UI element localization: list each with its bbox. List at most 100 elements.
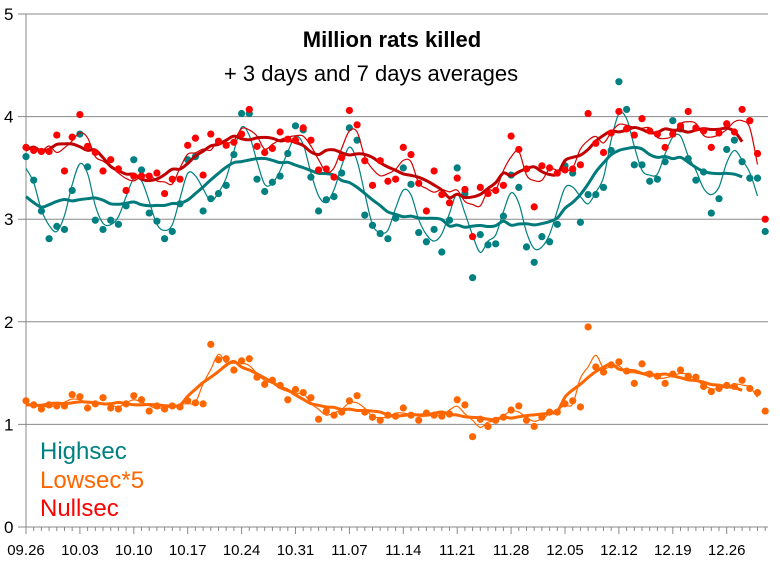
legend-lowsec: Lowsec*5	[40, 467, 144, 494]
data-point	[484, 241, 492, 249]
data-point	[376, 157, 384, 165]
series-lowsec	[22, 323, 769, 441]
data-point	[576, 218, 585, 226]
data-point	[22, 143, 30, 151]
data-point	[238, 357, 246, 365]
data-point	[214, 189, 223, 198]
data-point	[623, 105, 631, 114]
data-point	[715, 129, 723, 137]
data-point	[137, 166, 146, 174]
data-point	[638, 161, 646, 169]
data-point	[492, 416, 500, 424]
data-point	[53, 402, 61, 410]
data-point	[530, 422, 538, 431]
7-day-average-line	[25, 125, 744, 200]
data-point	[630, 379, 638, 387]
data-point	[522, 165, 531, 173]
data-point	[499, 212, 507, 220]
data-point	[499, 413, 507, 421]
data-point	[84, 404, 92, 412]
data-point	[168, 175, 176, 183]
data-point	[553, 169, 561, 177]
data-point	[145, 407, 153, 415]
data-point	[145, 209, 153, 217]
data-point	[753, 174, 762, 182]
data-point	[376, 229, 384, 238]
data-point	[130, 172, 138, 180]
data-point	[22, 397, 30, 405]
data-point	[730, 128, 739, 136]
data-point	[553, 220, 561, 228]
data-point	[230, 150, 238, 159]
data-point	[130, 156, 138, 164]
series-highsec	[22, 78, 769, 282]
data-point	[114, 165, 122, 173]
data-point	[338, 154, 346, 162]
data-point	[91, 400, 99, 408]
data-point	[469, 274, 477, 282]
data-point	[99, 225, 107, 234]
data-point	[361, 408, 369, 416]
data-point	[322, 165, 330, 173]
data-point	[114, 405, 122, 413]
data-point	[676, 122, 685, 130]
data-point	[515, 145, 523, 154]
chart-title: Million rats killed	[303, 27, 481, 52]
data-point	[322, 407, 330, 415]
data-point	[753, 149, 762, 158]
data-point	[561, 400, 569, 408]
data-point	[361, 157, 369, 165]
data-point	[546, 238, 554, 246]
data-point	[361, 211, 369, 219]
x-tick-label: 10.31	[277, 542, 315, 559]
7-day-average-line	[25, 145, 743, 229]
data-point	[730, 136, 739, 144]
data-point	[137, 172, 146, 180]
data-point	[607, 146, 615, 155]
data-point	[176, 175, 184, 183]
data-point	[661, 379, 669, 387]
data-point	[692, 373, 700, 381]
data-point	[291, 136, 300, 144]
data-point	[684, 155, 692, 163]
data-point	[422, 207, 430, 215]
y-tick-label: 0	[4, 518, 13, 537]
data-point	[392, 214, 400, 222]
data-point	[76, 110, 84, 119]
axes: 0 1 2 3 4 5 09.26 10.03 10.10 10.17 10.24 10.31 11.0…	[4, 5, 768, 559]
y-tick-label: 1	[4, 415, 13, 434]
data-point	[599, 148, 608, 157]
data-point	[261, 148, 269, 157]
data-point	[646, 370, 654, 378]
x-tick-label: 12.26	[708, 542, 746, 559]
data-point	[407, 180, 415, 188]
data-point	[345, 397, 353, 405]
data-point	[153, 169, 161, 177]
x-tick-label: 12.19	[654, 542, 692, 559]
data-point	[191, 134, 199, 142]
data-point	[276, 128, 284, 136]
x-tick-label: 10.17	[169, 542, 207, 559]
data-point	[445, 216, 454, 224]
data-point	[615, 78, 623, 86]
data-point	[30, 146, 38, 155]
data-point	[438, 190, 446, 199]
data-point	[499, 181, 507, 189]
data-point	[37, 207, 46, 215]
data-point	[484, 422, 492, 431]
data-point	[422, 409, 430, 417]
data-point	[530, 203, 538, 211]
data-point	[576, 161, 585, 169]
data-point	[307, 136, 315, 144]
data-point	[684, 372, 692, 380]
data-point	[91, 148, 99, 157]
data-point	[723, 145, 731, 154]
data-point	[723, 120, 731, 128]
data-point	[546, 408, 554, 416]
data-point	[284, 396, 292, 404]
data-point	[276, 172, 284, 180]
data-point	[245, 105, 253, 114]
data-point	[253, 175, 261, 183]
data-point	[114, 220, 122, 228]
data-point	[122, 186, 130, 195]
